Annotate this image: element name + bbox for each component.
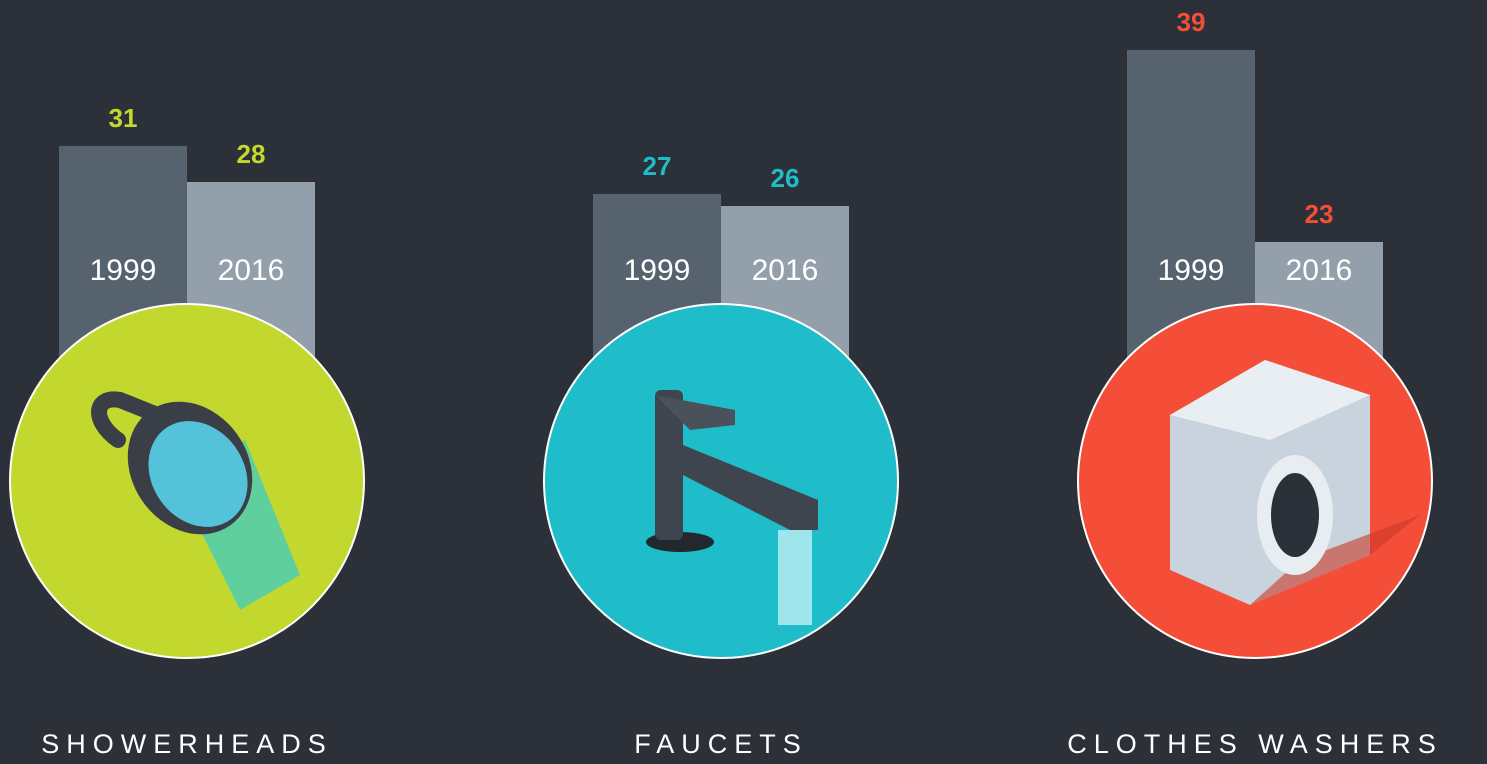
category-label: 2016 (752, 254, 819, 287)
faucet-icon (646, 390, 818, 625)
value-label: 26 (771, 163, 800, 193)
chart-title: CLOTHES WASHERS (1067, 729, 1443, 759)
washer-icon (1170, 360, 1420, 605)
value-label: 23 (1305, 199, 1334, 229)
category-label: 1999 (1158, 254, 1225, 287)
titles: SHOWERHEADS FAUCETS CLOTHES WASHERS (41, 729, 1443, 759)
chart-title: FAUCETS (634, 729, 808, 759)
showerhead-icon (91, 391, 300, 610)
value-label: 27 (643, 151, 672, 181)
category-label: 1999 (90, 254, 157, 287)
chart-title: SHOWERHEADS (41, 729, 333, 759)
value-label: 28 (237, 139, 266, 169)
value-label: 31 (109, 103, 138, 133)
value-label: 39 (1177, 7, 1206, 37)
category-label: 1999 (624, 254, 691, 287)
category-label: 2016 (1286, 254, 1353, 287)
category-label: 2016 (218, 254, 285, 287)
